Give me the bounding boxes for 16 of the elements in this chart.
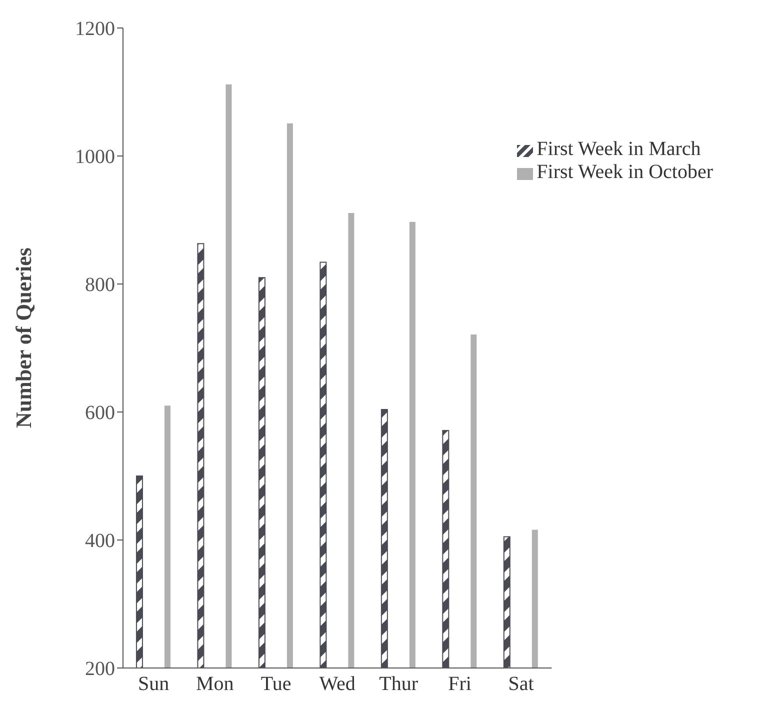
y-tick-label: 800 [85,274,115,296]
y-tick-label: 200 [85,658,115,680]
x-tick-label: Mon [196,673,234,696]
y-tick-label: 400 [85,530,115,552]
x-tick-label: Tue [260,673,292,696]
x-tick-label: Thur [379,673,418,696]
y-tick-label: 1200 [75,18,115,40]
legend-label: First Week in March [536,138,701,160]
y-tick-label: 1000 [75,146,115,168]
legend-label: First Week in October [536,161,713,183]
y-tick-label: 600 [85,402,115,424]
x-tick-label: Sun [138,673,170,696]
x-tick-label: Sat [508,673,534,696]
x-tick-label: Fri [448,673,472,696]
y-axis-title: Number of Queries [10,247,36,428]
x-tick-label: Wed [319,673,356,696]
